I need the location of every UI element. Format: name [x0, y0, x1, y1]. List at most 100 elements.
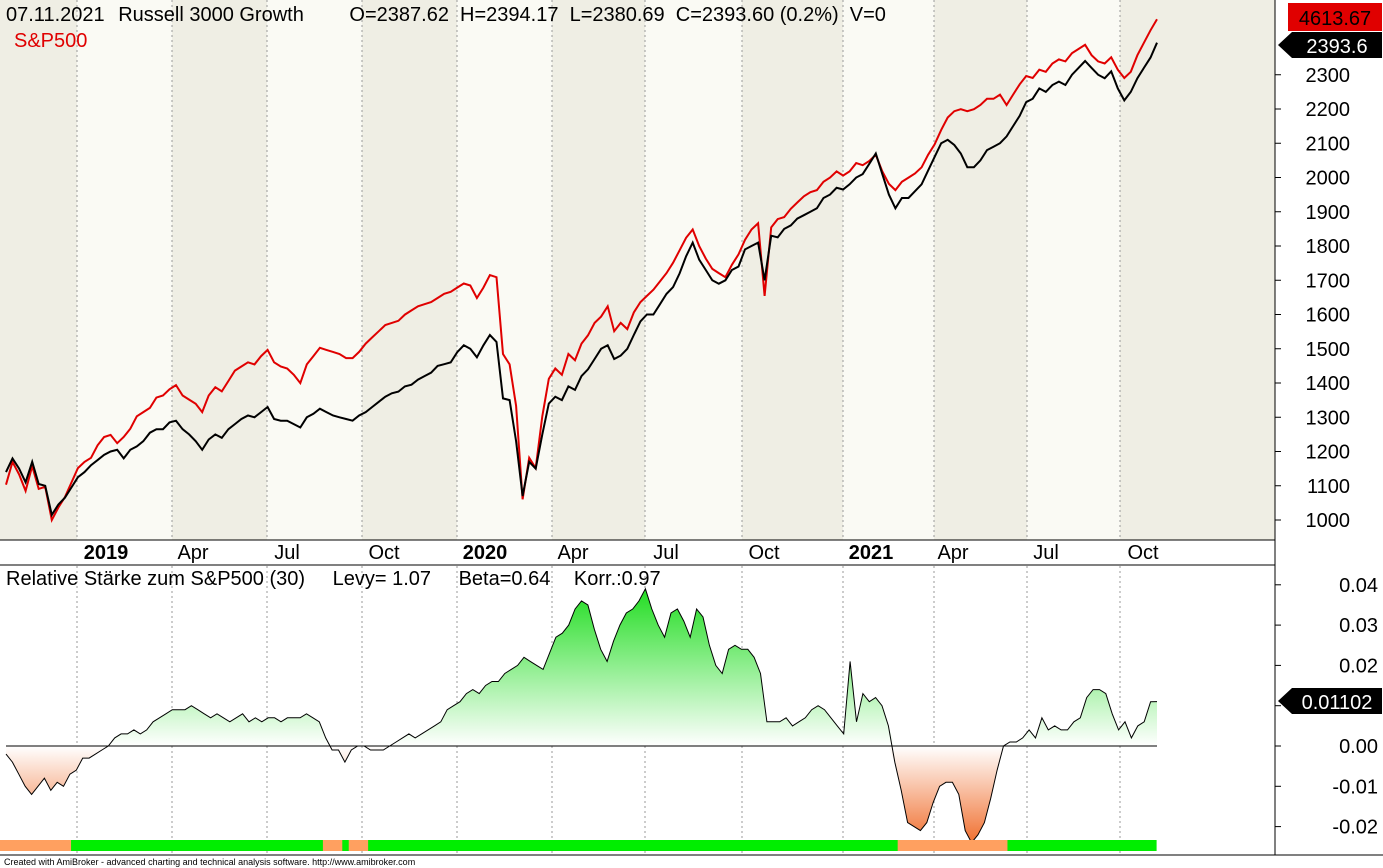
status-band-cell	[736, 840, 744, 851]
status-band-cell	[678, 840, 686, 851]
status-band-cell	[917, 840, 925, 851]
status-band-cell	[1039, 840, 1047, 851]
status-band-cell	[671, 840, 679, 851]
price-pane-background	[0, 0, 1275, 540]
status-band-cell	[697, 840, 705, 851]
status-band-cell	[109, 840, 117, 851]
background-stripe	[457, 0, 552, 540]
status-band-cell	[1130, 840, 1138, 851]
status-band-cell	[393, 840, 401, 851]
status-band-cell	[452, 840, 460, 851]
status-band-cell	[858, 840, 866, 851]
status-band-cell	[755, 840, 763, 851]
status-band-cell	[342, 840, 350, 851]
status-band-cell	[238, 840, 247, 851]
status-band-cell	[148, 840, 156, 851]
status-band-cell	[639, 840, 647, 851]
status-band-cell	[1143, 840, 1151, 851]
status-band-cell	[116, 840, 124, 851]
x-tick-year: 2019	[84, 542, 129, 564]
status-band-cell	[374, 840, 382, 851]
status-band-cell	[891, 840, 899, 851]
header-ohlc: O=2387.62 H=2394.17 L=2380.69 C=2393.60 …	[349, 4, 886, 26]
status-band-cell	[368, 840, 376, 851]
status-band-cell	[742, 840, 750, 851]
x-tick-month: Oct	[748, 542, 780, 564]
status-band-cell	[1033, 840, 1041, 851]
status-band-cell	[187, 840, 195, 851]
background-stripe	[0, 0, 77, 540]
status-band-cell	[516, 840, 524, 851]
background-stripe	[645, 0, 742, 540]
status-band-cell	[781, 840, 789, 851]
status-band-cell	[1059, 840, 1067, 851]
status-band-cell	[25, 840, 33, 851]
status-band-cell	[180, 840, 188, 851]
status-band-cell	[942, 840, 950, 851]
status-band-cell	[174, 840, 182, 851]
status-band-cell	[445, 840, 453, 851]
status-band-cell	[51, 840, 59, 851]
sp500-last-value: 4613.67	[1299, 8, 1371, 30]
status-band-cell	[258, 840, 266, 851]
status-band-cell	[710, 840, 718, 851]
status-band-cell	[154, 840, 163, 851]
rs-levy: Levy= 1.07	[333, 568, 431, 590]
status-band-cell	[1097, 840, 1105, 851]
status-band-cell	[361, 840, 369, 851]
y-tick-label: 1500	[1306, 339, 1351, 361]
rs-pane-area	[5, 587, 1158, 844]
status-band-cell	[329, 840, 337, 851]
rs-beta: Beta=0.64	[459, 568, 551, 590]
background-stripe	[843, 0, 934, 540]
status-band-cell	[800, 840, 808, 851]
status-band-cell	[12, 840, 20, 851]
rs-y-tick-label: 0.02	[1339, 655, 1378, 677]
status-band-cell	[975, 840, 983, 851]
status-band-cell	[439, 840, 447, 851]
x-tick-month: Oct	[1127, 542, 1159, 564]
status-band-cell	[122, 840, 130, 851]
status-band-cell	[381, 840, 389, 851]
status-band-cell	[206, 840, 214, 851]
rs-last-badge: 0.01102	[1278, 688, 1382, 714]
status-band-cell	[1065, 840, 1073, 851]
status-band-cell	[807, 840, 815, 851]
status-band-cell	[458, 840, 466, 851]
y-tick-label: 1300	[1306, 407, 1351, 429]
rs-line	[5, 587, 1158, 844]
y-tick-label: 2000	[1306, 168, 1351, 190]
y-tick-label: 1000	[1306, 510, 1351, 532]
status-band-cell	[581, 840, 589, 851]
status-band-cell	[1020, 840, 1028, 851]
status-band-cell	[413, 840, 421, 851]
status-band-cell	[729, 840, 737, 851]
rs-negative-area	[6, 746, 1157, 843]
x-tick-month: Apr	[937, 542, 968, 564]
status-band-cell	[594, 840, 602, 851]
background-stripe	[742, 0, 843, 540]
status-band-cell	[684, 840, 692, 851]
status-band-cell	[548, 840, 556, 851]
status-band-cell	[1136, 840, 1144, 851]
status-band-cell	[71, 840, 79, 851]
status-band-cell	[1026, 840, 1034, 851]
status-band-cell	[923, 840, 931, 851]
rs-pane-gridlines	[76, 566, 1121, 855]
status-band-cell	[691, 840, 699, 851]
status-band-cell	[477, 840, 485, 851]
status-band-cell	[833, 840, 841, 851]
status-band-cell	[232, 840, 240, 851]
price-y-axis: 1000 1100 1200 1300 1400 1500 1600 1700 1800 1900…	[1275, 65, 1350, 532]
status-band-cell	[529, 840, 537, 851]
status-band-cell	[1110, 840, 1118, 851]
status-band-cell	[910, 840, 918, 851]
status-band-cell	[290, 840, 298, 851]
status-band-cell	[658, 840, 666, 851]
status-band-cell	[129, 840, 137, 851]
rs-positive-area	[6, 588, 1157, 746]
background-stripe	[362, 0, 457, 540]
background-stripe	[1027, 0, 1120, 540]
status-band-cell	[555, 840, 563, 851]
y-tick-label: 1700	[1306, 270, 1351, 292]
